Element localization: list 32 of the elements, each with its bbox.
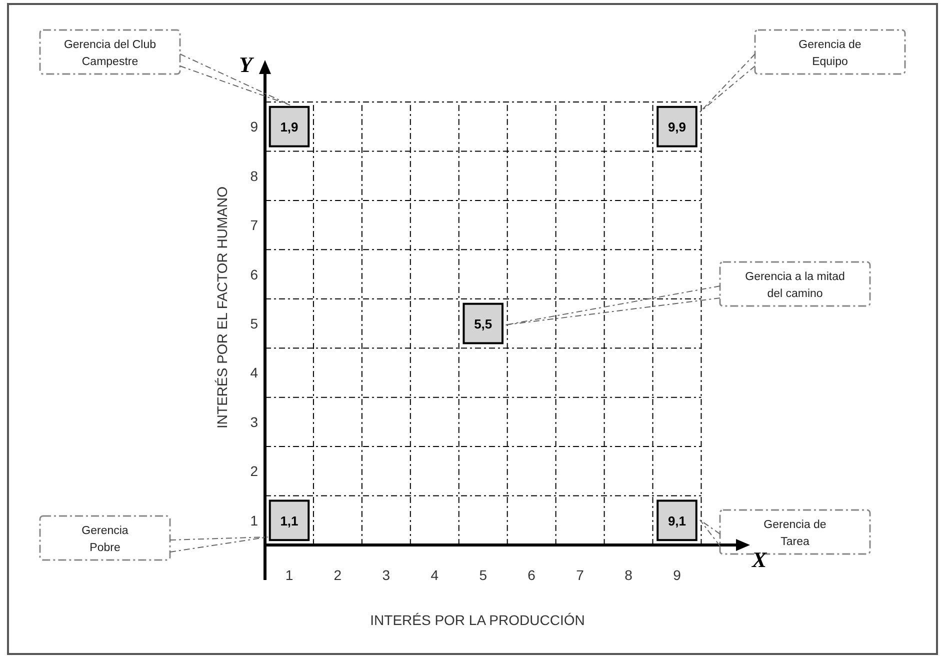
x-tick-label: 3 <box>382 567 390 583</box>
x-tick-label: 1 <box>285 567 294 583</box>
x-tick-label: 9 <box>673 567 682 583</box>
y-tick-label: 4 <box>250 364 258 381</box>
x-axis-title: INTERÉS POR LA PRODUCCIÓN <box>370 612 585 628</box>
y-tick-label: 9 <box>250 118 258 135</box>
y-axis-title: INTERÉS POR EL FACTOR HUMANO <box>214 186 230 428</box>
annotation: 5,5 <box>474 316 492 332</box>
text: Gerencia Pobre <box>82 525 129 554</box>
annotation: 9,1 <box>668 513 686 528</box>
annotation: 1,1 <box>280 513 298 528</box>
annotation: 1,9 <box>280 120 298 135</box>
y-tick-label: 6 <box>250 266 258 282</box>
x-tick-label: 4 <box>430 567 439 583</box>
x-tick-label: 8 <box>624 567 633 583</box>
y-tick-label: 5 <box>250 315 258 332</box>
x-tick-label: 2 <box>334 567 342 583</box>
x-tick-label: 7 <box>576 567 584 583</box>
y-tick-label: 1 <box>250 512 258 528</box>
text: Gerencia de Tarea <box>764 519 826 548</box>
text: X <box>751 547 768 572</box>
text: Y <box>239 52 255 77</box>
x-tick-label: 6 <box>528 567 536 583</box>
y-tick-label: 3 <box>250 414 258 430</box>
text: Gerencia de Equipo <box>798 39 862 68</box>
text: Gerencia a la mitad del camino <box>745 271 845 300</box>
text: Gerencia del Club Campestre <box>64 39 156 68</box>
annotation: 9,9 <box>668 120 686 135</box>
x-tick-label: 5 <box>479 567 488 583</box>
y-tick-label: 7 <box>250 217 258 234</box>
y-tick-label: 8 <box>250 168 258 184</box>
y-tick-label: 2 <box>250 463 258 480</box>
